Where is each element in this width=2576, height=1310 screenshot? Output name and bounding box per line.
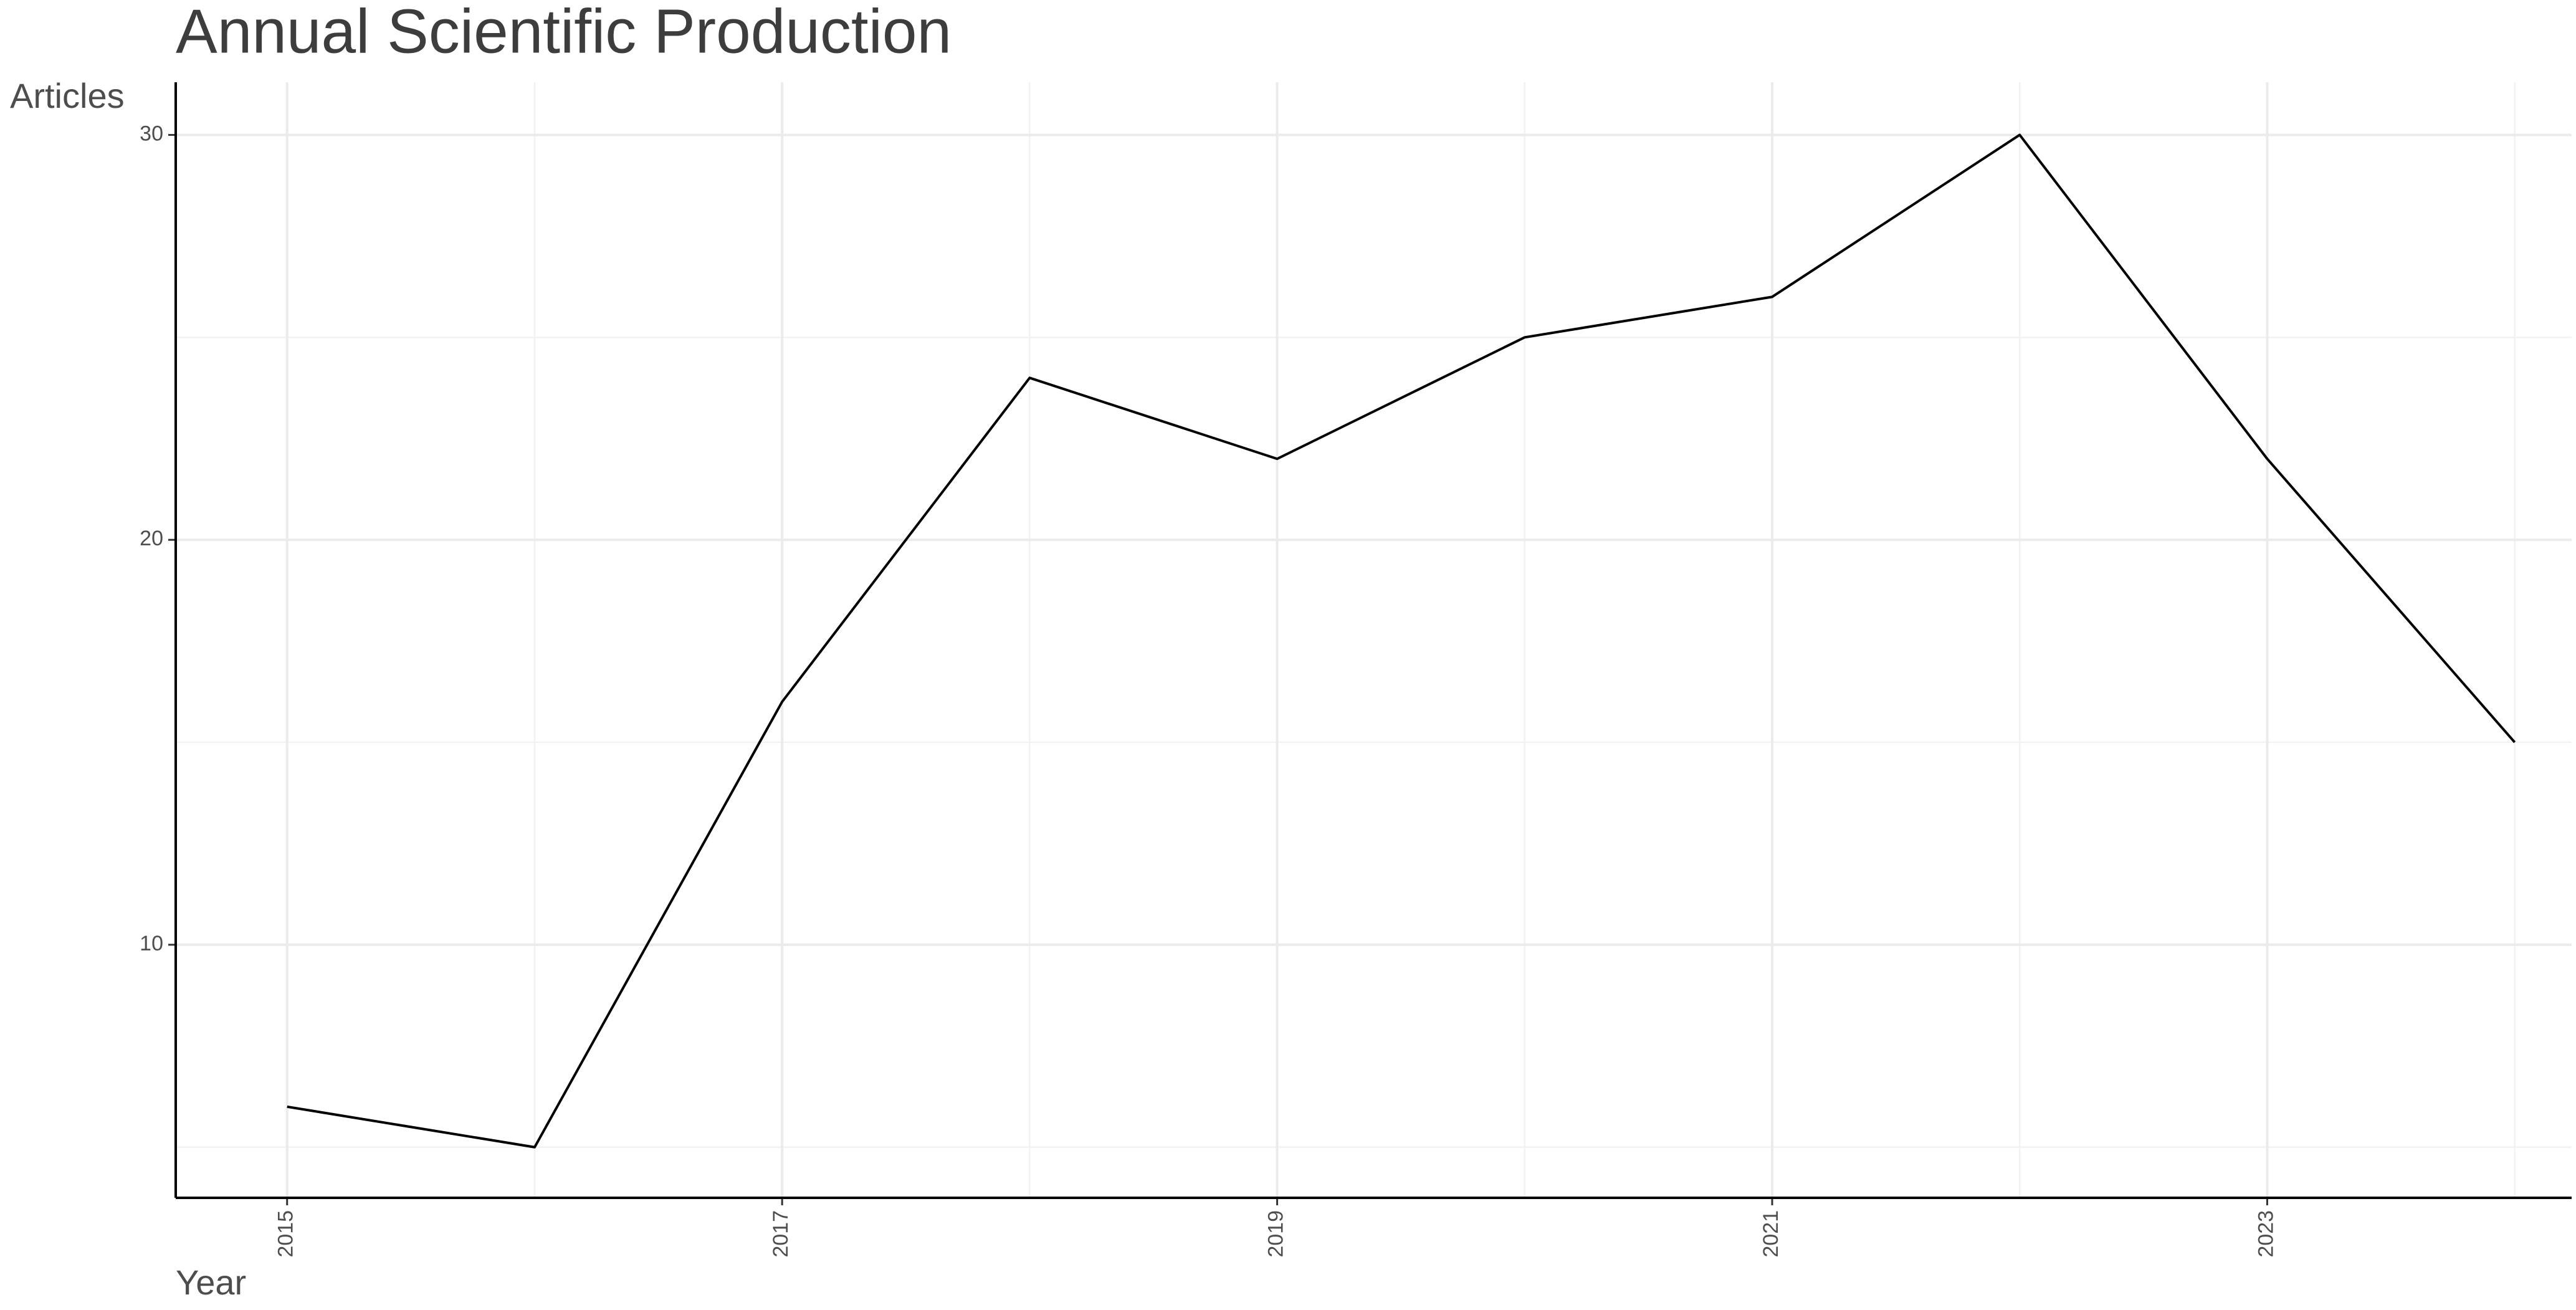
y-tick-label: 20 [140, 527, 163, 550]
y-tick-label: 30 [140, 122, 163, 145]
x-tick-label: 2017 [769, 1210, 793, 1258]
y-tick-label: 10 [140, 932, 163, 955]
chart-title: Annual Scientific Production [176, 0, 952, 66]
y-axis-label: Articles [10, 76, 125, 115]
x-tick-label: 2023 [2254, 1210, 2278, 1258]
x-tick-label: 2019 [1264, 1210, 1288, 1258]
x-axis-label: Year [176, 1263, 246, 1302]
x-tick-label: 2021 [1759, 1210, 1783, 1258]
x-tick-label: 2015 [274, 1210, 298, 1258]
data-line [287, 133, 2516, 1149]
